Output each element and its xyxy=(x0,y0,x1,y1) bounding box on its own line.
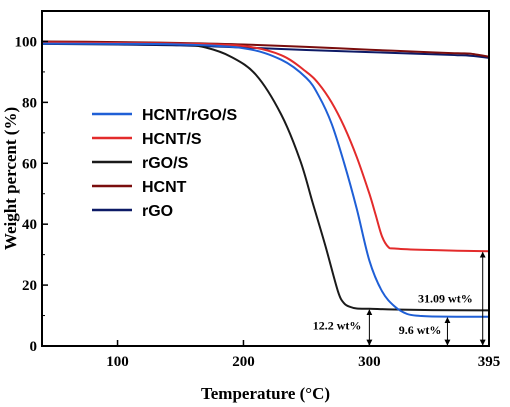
legend-label: HCNT/rGO/S xyxy=(142,107,237,124)
x-tick-label: 200 xyxy=(232,354,255,370)
legend-label: HCNT xyxy=(142,179,187,196)
series-line-rgo-s xyxy=(41,42,490,312)
y-tick-label: 20 xyxy=(22,278,37,294)
legend: HCNT/rGO/S HCNT/S rGO/S HCNT rGO xyxy=(92,107,237,220)
plot-frame xyxy=(41,10,490,347)
legend-label: HCNT/S xyxy=(142,131,202,148)
legend-label: rGO/S xyxy=(142,155,189,172)
x-tick-label: 395 xyxy=(478,354,501,370)
y-tick-label: 80 xyxy=(22,95,37,111)
axis-ticks: 100 200 300 395 0 20 40 60 80 100 xyxy=(15,34,501,370)
series-line-hcnt-rgo-s xyxy=(41,42,489,318)
y-tick-label: 40 xyxy=(22,217,37,233)
series-line-hcnt-s xyxy=(41,41,490,253)
annotation-label: 31.09 wt% xyxy=(418,292,473,306)
y-tick-label: 0 xyxy=(30,339,38,355)
annotation-label: 12.2 wt% xyxy=(313,319,362,333)
legend-label: rGO xyxy=(142,203,173,220)
x-tick-label: 300 xyxy=(358,354,381,370)
x-axis-title: Temperature (°C) xyxy=(201,384,330,403)
y-tick-label: 60 xyxy=(22,156,37,172)
plot-lines xyxy=(41,40,490,318)
y-tick-label: 100 xyxy=(15,34,38,50)
y-axis-title: Weight percent (%) xyxy=(1,107,20,250)
x-tick-label: 100 xyxy=(106,354,129,370)
annotations: 31.09 wt% 12.2 wt% 9.6 wt% xyxy=(313,251,486,346)
annotation-label: 9.6 wt% xyxy=(399,323,442,337)
